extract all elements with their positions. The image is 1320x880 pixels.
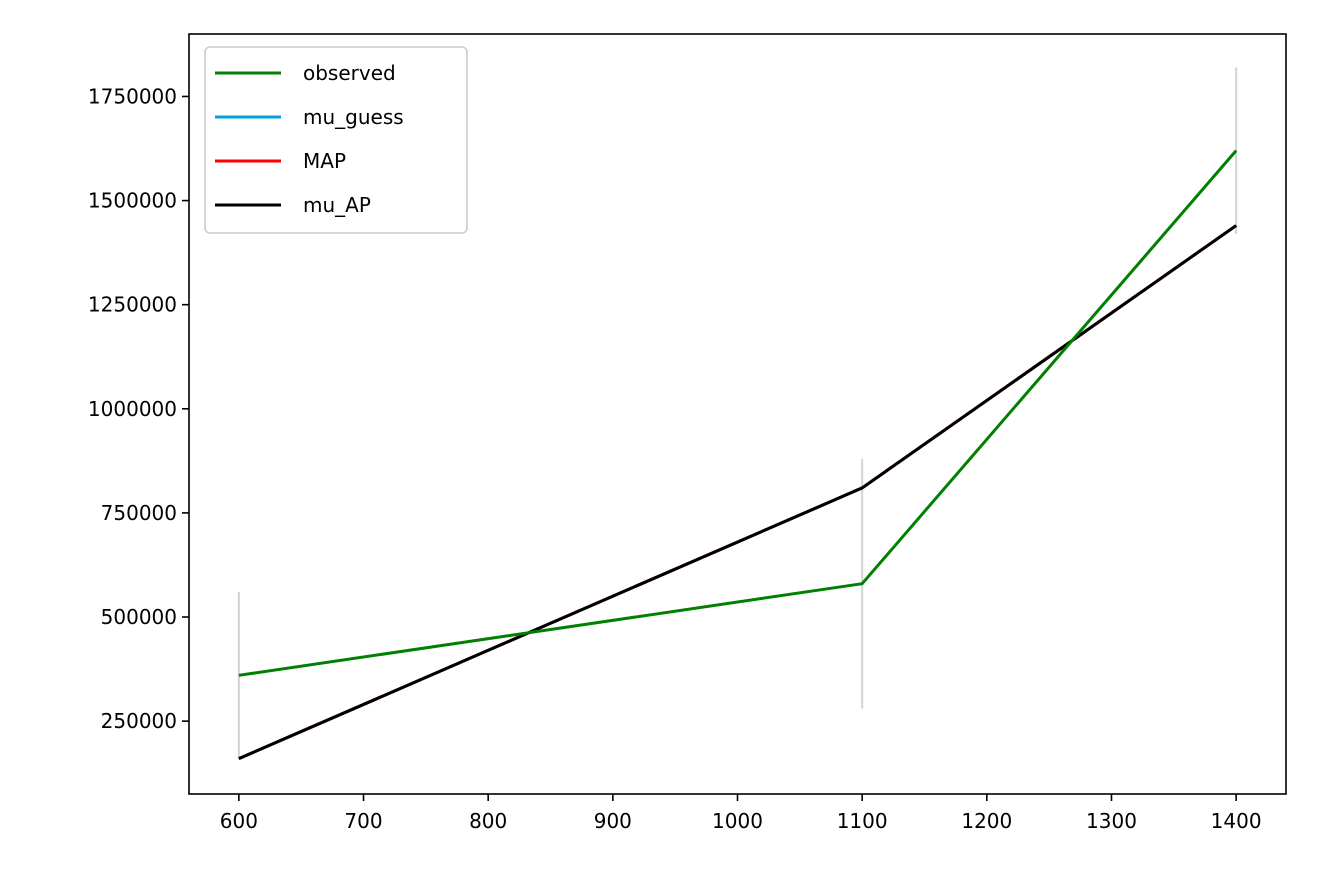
y-tick-label: 250000	[101, 709, 177, 733]
y-tick-label: 1500000	[88, 189, 177, 213]
y-tick-label: 500000	[101, 605, 177, 629]
x-tick-label: 1100	[837, 809, 888, 833]
legend-label-mu_guess: mu_guess	[303, 105, 404, 129]
x-axis: 600 700 800 900 1000 1100 1200 1300 1400	[220, 794, 1262, 833]
y-tick-label: 750000	[101, 501, 177, 525]
x-tick-label: 800	[469, 809, 507, 833]
x-tick-label: 900	[594, 809, 632, 833]
x-tick-label: 1000	[712, 809, 763, 833]
legend-label-observed: observed	[303, 61, 396, 85]
legend-label-MAP: MAP	[303, 149, 346, 173]
y-tick-label: 1250000	[88, 293, 177, 317]
x-tick-label: 600	[220, 809, 258, 833]
series-line-observed	[238, 149, 1238, 677]
legend-label-mu_AP: mu_AP	[303, 193, 371, 217]
legend-box	[204, 46, 468, 234]
y-tick-label: 1000000	[88, 397, 177, 421]
y-axis: 250000 500000 750000 1000000 1250000 1500000 1…	[88, 84, 189, 733]
x-tick-label: 1200	[961, 809, 1012, 833]
x-tick-label: 700	[344, 809, 382, 833]
y-tick-label: 1750000	[88, 84, 177, 108]
series-lines	[238, 149, 1238, 760]
x-tick-label: 1400	[1211, 809, 1262, 833]
x-tick-label: 1300	[1086, 809, 1137, 833]
legend: observed mu_guess MAP mu_AP	[204, 46, 468, 234]
